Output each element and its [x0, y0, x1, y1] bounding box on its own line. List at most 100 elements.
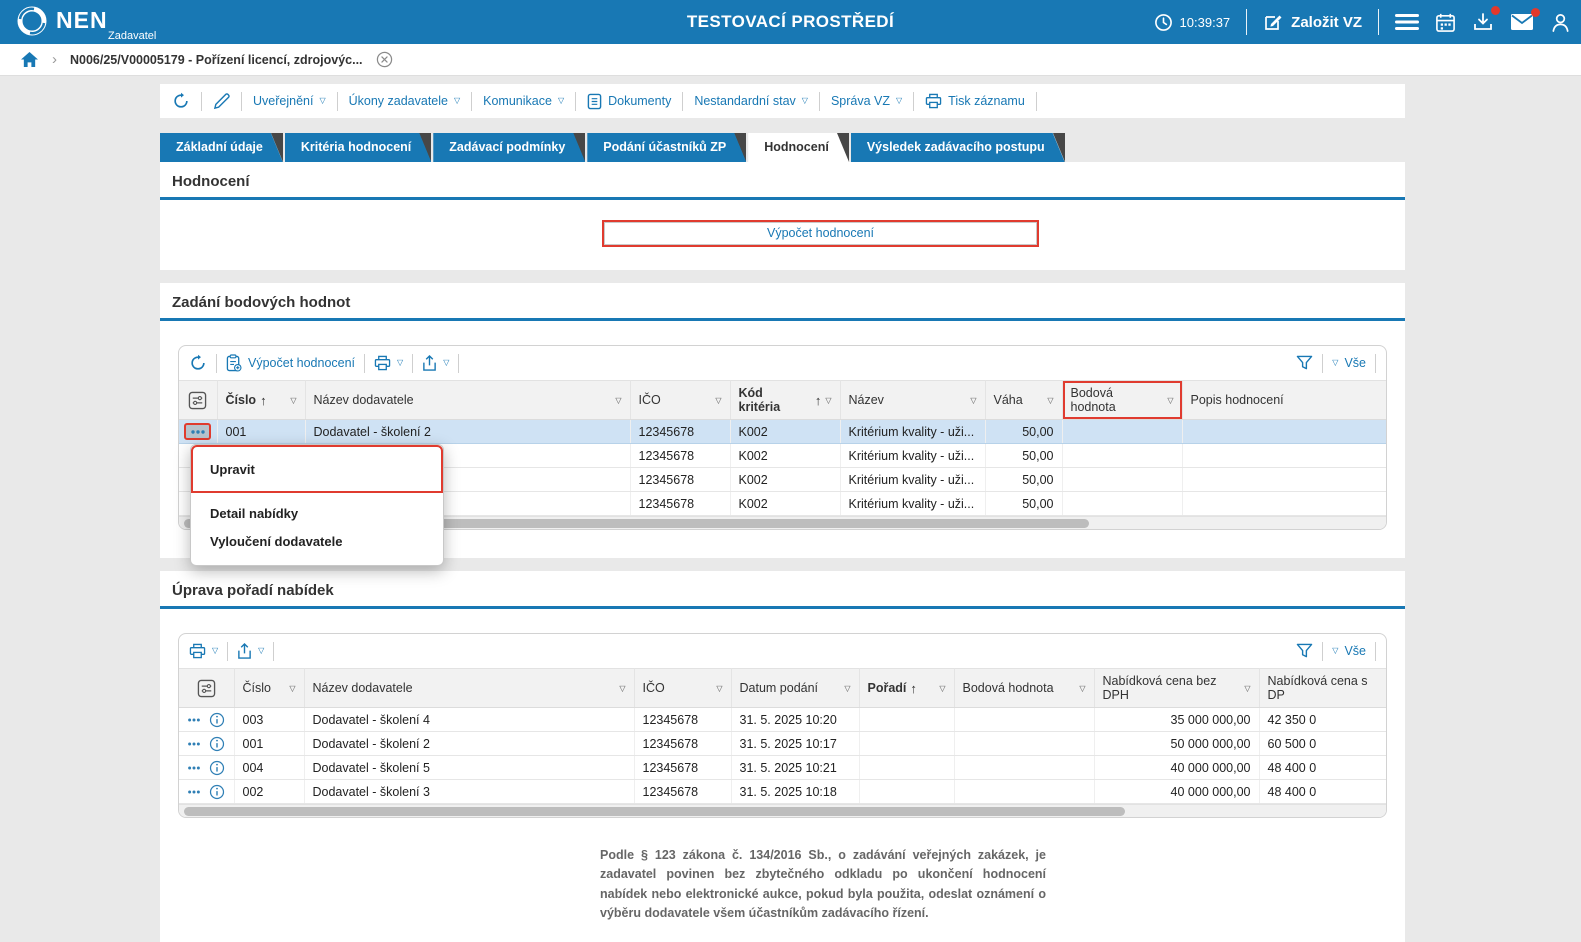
- horizontal-scrollbar[interactable]: [179, 516, 1386, 529]
- pencil-icon[interactable]: [213, 92, 230, 110]
- downloads-button[interactable]: [1472, 6, 1500, 33]
- column-header-vaha[interactable]: Váha ▽: [985, 380, 1063, 420]
- column-header-nazev-dodavatele[interactable]: Název dodavatele ▽: [305, 380, 631, 420]
- scrollbar-thumb[interactable]: [184, 807, 1126, 816]
- column-header-poradi[interactable]: Pořadí ↑ ▽: [859, 668, 955, 708]
- table-row-selected[interactable]: 001 Dodavatel - školení 2 12345678 K002 …: [179, 419, 1386, 444]
- column-filter-icon[interactable]: ▽: [289, 683, 296, 693]
- column-filter-icon[interactable]: ▽: [970, 395, 977, 405]
- column-filter-icon[interactable]: ▽: [1167, 395, 1174, 405]
- column-header-kod-kriteria[interactable]: Kód kritéria ↑ ▽: [730, 380, 841, 420]
- column-header-ico[interactable]: IČO ▽: [634, 668, 732, 708]
- row-menu-button-highlighted[interactable]: [184, 423, 212, 440]
- column-filter-icon[interactable]: ▽: [1244, 683, 1251, 693]
- column-settings-header[interactable]: [179, 668, 235, 708]
- refresh-icon[interactable]: [189, 354, 207, 372]
- tab-kriteria-hodnoceni[interactable]: Kritéria hodnocení: [285, 133, 431, 162]
- column-filter-icon[interactable]: ▽: [290, 395, 297, 405]
- scrollbar-thumb[interactable]: [184, 519, 1090, 528]
- column-filter-icon[interactable]: ▽: [825, 395, 832, 405]
- row-menu-button[interactable]: [187, 789, 201, 795]
- tab-vysledek-zadavaciho-postupu[interactable]: Výsledek zadávacího postupu: [851, 133, 1065, 162]
- filter-scope-dropdown[interactable]: ▽ Vše: [1332, 644, 1366, 658]
- column-header-nazev-dodavatele[interactable]: Název dodavatele ▽: [304, 668, 635, 708]
- menu-item-upravit[interactable]: Upravit: [210, 462, 255, 477]
- column-header-datum-podani[interactable]: Datum podání ▽: [731, 668, 860, 708]
- action-tisk-zaznamu[interactable]: Tisk záznamu: [925, 93, 1025, 109]
- export-grid-button[interactable]: ▽: [237, 642, 264, 660]
- print-grid-button[interactable]: ▽: [374, 355, 403, 371]
- filter-icon[interactable]: [1296, 355, 1313, 371]
- column-filter-icon[interactable]: ▽: [716, 683, 723, 693]
- info-icon[interactable]: [209, 712, 225, 728]
- nen-logo[interactable]: NEN Zadavatel: [16, 5, 156, 42]
- menu-hamburger-icon[interactable]: [1395, 13, 1419, 31]
- horizontal-scrollbar[interactable]: [179, 804, 1386, 817]
- home-icon[interactable]: [20, 51, 39, 68]
- section-title: Zadání bodových hodnot: [172, 294, 351, 311]
- messages-button[interactable]: [1510, 8, 1540, 31]
- column-header-cislo[interactable]: Číslo ▽: [234, 668, 305, 708]
- column-header-ico[interactable]: IČO ▽: [630, 380, 731, 420]
- cell-ico: 12345678: [634, 755, 732, 780]
- column-header-cislo[interactable]: Číslo ↑ ▽: [217, 380, 306, 420]
- filter-icon[interactable]: [1296, 643, 1313, 659]
- tab-hodnoceni-active[interactable]: Hodnocení: [748, 133, 849, 162]
- vypocet-hodnoceni-button[interactable]: Výpočet hodnocení: [604, 222, 1037, 245]
- info-icon[interactable]: [209, 760, 225, 776]
- action-komunikace[interactable]: Komunikace ▽: [483, 94, 564, 108]
- table-row[interactable]: 002 Dodavatel - školení 3 12345678 31. 5…: [179, 779, 1386, 804]
- column-filter-icon[interactable]: ▽: [715, 395, 722, 405]
- tab-zadavaci-podminky[interactable]: Zadávací podmínky: [433, 133, 585, 162]
- table-row[interactable]: 004 Dodavatel - školení 5 12345678 31. 5…: [179, 755, 1386, 780]
- action-uverejneni[interactable]: Uveřejnění ▽: [253, 94, 326, 108]
- row-menu-button[interactable]: [187, 765, 201, 771]
- row-menu-button[interactable]: [187, 741, 201, 747]
- print-grid-button[interactable]: ▽: [189, 643, 218, 659]
- menu-item-detail-nabidky[interactable]: Detail nabídky: [210, 506, 299, 521]
- column-header-nazev[interactable]: Název ▽: [840, 380, 986, 420]
- filter-scope-dropdown[interactable]: ▽ Vše: [1332, 356, 1366, 370]
- calendar-icon[interactable]: [1435, 12, 1456, 33]
- column-header-cena-s-dph[interactable]: Nabídková cena s DP: [1259, 668, 1386, 708]
- table-row[interactable]: 12345678 K002 Kritérium kvality - uži...…: [179, 443, 1386, 468]
- toolbar-separator: [1375, 353, 1376, 373]
- action-nestandardni-stav[interactable]: Nestandardní stav ▽: [694, 94, 808, 108]
- table-row[interactable]: 001 Dodavatel - školení 2 12345678 31. 5…: [179, 731, 1386, 756]
- filter-scope-label: Vše: [1344, 644, 1366, 658]
- tab-podani-ucastniku-zp[interactable]: Podání účastníků ZP: [587, 133, 746, 162]
- column-header-bodova-hodnota-highlighted[interactable]: Bodová hodnota ▽: [1062, 380, 1183, 420]
- vypocet-hodnoceni-grid-button[interactable]: Výpočet hodnocení: [226, 354, 355, 372]
- column-header-cena-bez-dph[interactable]: Nabídková cena bez DPH ▽: [1094, 668, 1260, 708]
- export-grid-button[interactable]: ▽: [422, 354, 449, 372]
- toolbar-separator: [471, 91, 473, 111]
- cell-nazev: Kritérium kvality - uži...: [840, 419, 986, 444]
- user-icon[interactable]: [1550, 12, 1571, 33]
- column-settings-header[interactable]: [179, 380, 218, 420]
- column-header-popis-hodnoceni[interactable]: Popis hodnocení: [1182, 380, 1386, 420]
- menu-item-vylouceni-dodavatele[interactable]: Vyloučení dodavatele: [210, 534, 343, 549]
- table-row[interactable]: 003 Dodavatel - školení 4 12345678 31. 5…: [179, 707, 1386, 732]
- cell-cena-bez-dph: 40 000 000,00: [1094, 779, 1260, 804]
- toolbar-label: Výpočet hodnocení: [248, 356, 356, 370]
- column-filter-icon[interactable]: ▽: [615, 395, 622, 405]
- action-dokumenty[interactable]: Dokumenty: [587, 93, 671, 110]
- column-filter-icon[interactable]: ▽: [1047, 395, 1054, 405]
- breadcrumb-item[interactable]: N006/25/V00005179 - Pořízení licencí, zd…: [70, 52, 363, 67]
- cell-poradi: [859, 755, 955, 780]
- action-ukony-zadavatele[interactable]: Úkony zadavatele ▽: [349, 94, 461, 108]
- column-filter-icon[interactable]: ▽: [1079, 683, 1086, 693]
- row-menu-button[interactable]: [187, 717, 201, 723]
- close-tab-icon[interactable]: [376, 51, 393, 68]
- create-vz-button[interactable]: Založit VZ: [1263, 12, 1362, 32]
- tab-zakladni-udaje[interactable]: Základní údaje: [160, 133, 283, 162]
- action-sprava-vz[interactable]: Správa VZ ▽: [831, 94, 902, 108]
- column-filter-icon[interactable]: ▽: [844, 683, 851, 693]
- column-label: Datum podání: [739, 680, 819, 695]
- info-icon[interactable]: [209, 736, 225, 752]
- refresh-icon[interactable]: [172, 92, 190, 110]
- column-filter-icon[interactable]: ▽: [939, 683, 946, 693]
- column-header-bodova-hodnota[interactable]: Bodová hodnota ▽: [954, 668, 1095, 708]
- column-filter-icon[interactable]: ▽: [619, 683, 626, 693]
- info-icon[interactable]: [209, 784, 225, 800]
